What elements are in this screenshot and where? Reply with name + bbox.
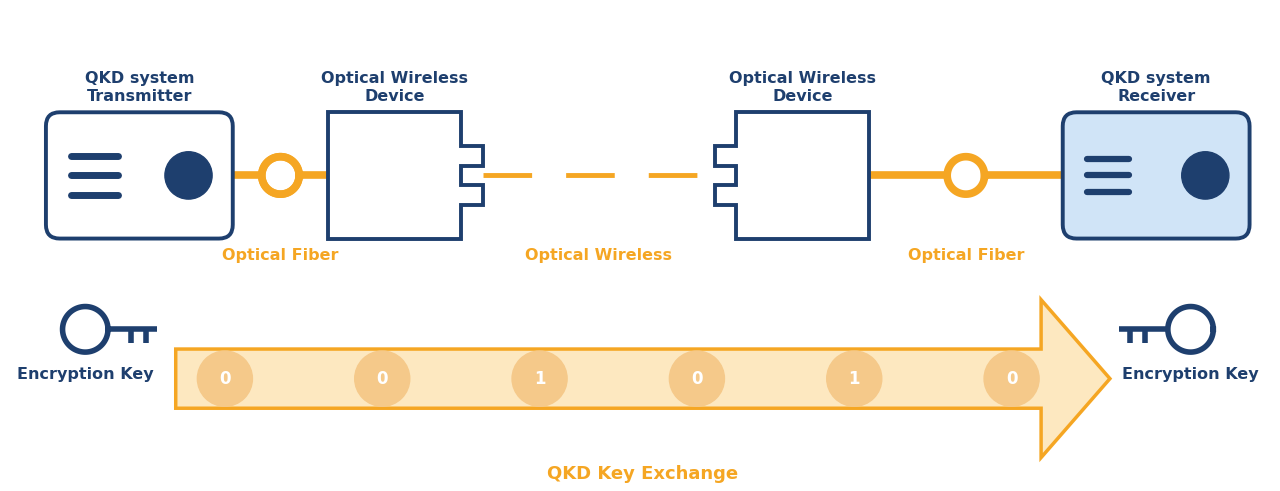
Polygon shape [175, 300, 1110, 458]
Text: QKD Key Exchange: QKD Key Exchange [548, 465, 739, 484]
Circle shape [264, 159, 297, 192]
Circle shape [827, 351, 882, 406]
Text: Encryption Key: Encryption Key [1123, 367, 1260, 382]
Circle shape [355, 351, 410, 406]
Circle shape [1181, 152, 1229, 199]
FancyBboxPatch shape [1062, 112, 1249, 239]
Text: 0: 0 [1006, 370, 1018, 387]
Text: 0: 0 [219, 370, 230, 387]
Circle shape [197, 351, 252, 406]
Text: QKD system
Transmitter: QKD system Transmitter [84, 71, 195, 105]
FancyBboxPatch shape [46, 112, 233, 239]
Text: Optical Fiber: Optical Fiber [908, 248, 1024, 264]
Circle shape [950, 159, 983, 192]
Text: Optical Wireless
Device: Optical Wireless Device [730, 71, 876, 105]
Text: Optical Wireless: Optical Wireless [525, 248, 672, 264]
Circle shape [984, 351, 1039, 406]
Text: 0: 0 [691, 370, 703, 387]
Circle shape [65, 309, 105, 350]
Text: Optical Fiber: Optical Fiber [223, 248, 339, 264]
Text: Optical Wireless
Device: Optical Wireless Device [321, 71, 468, 105]
Text: 1: 1 [534, 370, 545, 387]
Text: QKD system
Receiver: QKD system Receiver [1101, 71, 1211, 105]
Text: 0: 0 [376, 370, 388, 387]
Text: Encryption Key: Encryption Key [17, 367, 154, 382]
Text: 1: 1 [849, 370, 860, 387]
Polygon shape [714, 112, 869, 239]
Circle shape [669, 351, 724, 406]
Circle shape [165, 152, 212, 199]
Circle shape [1171, 309, 1211, 350]
Circle shape [512, 351, 567, 406]
Polygon shape [328, 112, 483, 239]
